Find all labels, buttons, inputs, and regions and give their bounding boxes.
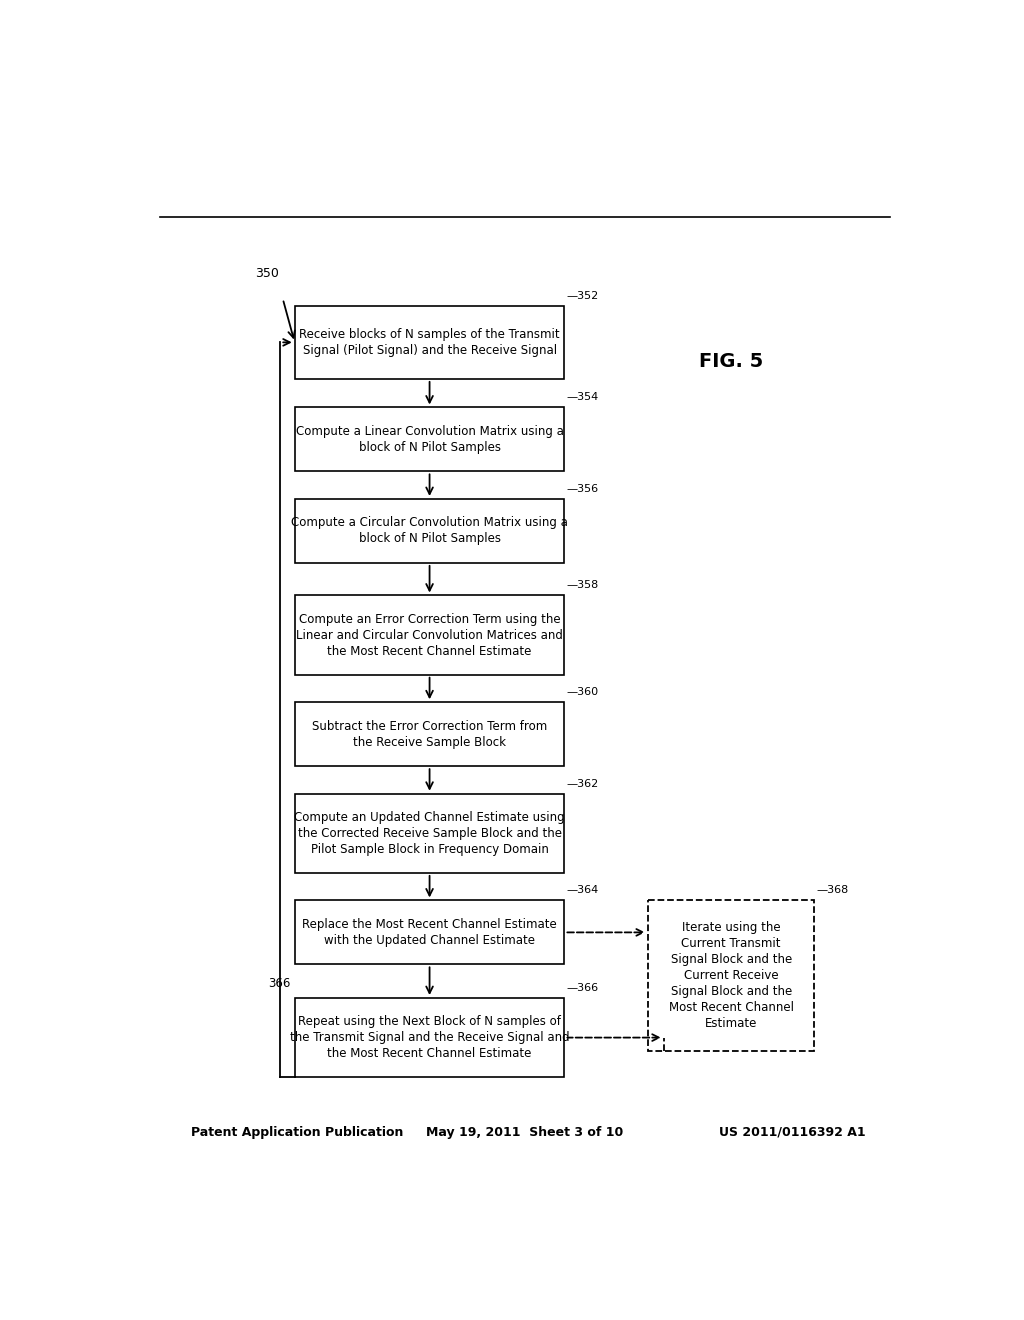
Bar	[648, 900, 814, 1051]
Text: Subtract the Error Correction Term from
the Receive Sample Block: Subtract the Error Correction Term from …	[312, 719, 547, 748]
Text: 366: 366	[268, 977, 291, 990]
Text: —364: —364	[566, 886, 598, 895]
Bar	[295, 900, 564, 965]
Bar	[295, 793, 564, 873]
Text: Compute a Linear Convolution Matrix using a
block of N Pilot Samples: Compute a Linear Convolution Matrix usin…	[296, 425, 563, 454]
Bar	[295, 306, 564, 379]
Bar	[295, 408, 564, 471]
Bar	[295, 702, 564, 766]
Text: 350: 350	[255, 268, 279, 280]
Text: Compute a Circular Convolution Matrix using a
block of N Pilot Samples: Compute a Circular Convolution Matrix us…	[291, 516, 568, 545]
Text: —366: —366	[566, 983, 598, 993]
Text: —360: —360	[566, 688, 598, 697]
Text: Iterate using the
Current Transmit
Signal Block and the
Current Receive
Signal B: Iterate using the Current Transmit Signa…	[669, 921, 794, 1030]
Text: May 19, 2011  Sheet 3 of 10: May 19, 2011 Sheet 3 of 10	[426, 1126, 624, 1139]
Text: —356: —356	[566, 484, 598, 494]
Text: Replace the Most Recent Channel Estimate
with the Updated Channel Estimate: Replace the Most Recent Channel Estimate…	[302, 917, 557, 946]
Text: Compute an Updated Channel Estimate using
the Corrected Receive Sample Block and: Compute an Updated Channel Estimate usin…	[294, 810, 565, 855]
Text: —354: —354	[566, 392, 598, 403]
Bar	[295, 499, 564, 562]
Text: US 2011/0116392 A1: US 2011/0116392 A1	[720, 1126, 866, 1139]
Bar	[295, 998, 564, 1077]
Text: Repeat using the Next Block of N samples of
the Transmit Signal and the Receive : Repeat using the Next Block of N samples…	[290, 1015, 569, 1060]
Text: —358: —358	[566, 581, 598, 590]
Text: FIG. 5: FIG. 5	[699, 352, 763, 371]
Text: Receive blocks of N samples of the Transmit
Signal (Pilot Signal) and the Receiv: Receive blocks of N samples of the Trans…	[299, 327, 560, 356]
Text: —362: —362	[566, 779, 598, 788]
Text: Patent Application Publication: Patent Application Publication	[191, 1126, 403, 1139]
Text: —368: —368	[816, 886, 848, 895]
Bar	[295, 595, 564, 675]
Text: Compute an Error Correction Term using the
Linear and Circular Convolution Matri: Compute an Error Correction Term using t…	[296, 612, 563, 657]
Text: —352: —352	[566, 290, 598, 301]
